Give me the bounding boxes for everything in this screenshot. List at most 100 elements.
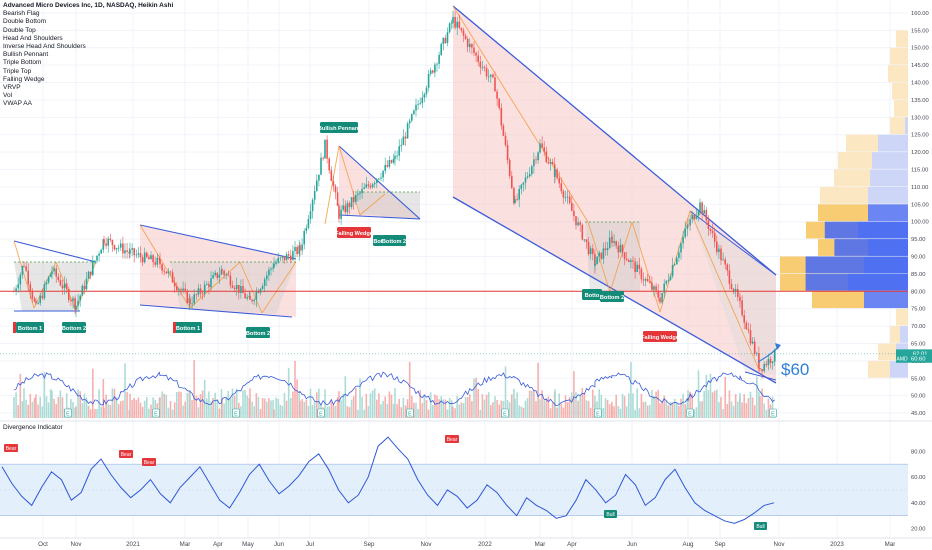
indicator-bullish-pennant[interactable]: Bullish Pennant (3, 51, 49, 59)
volume-bar (462, 403, 465, 418)
volume-bar (39, 396, 41, 418)
candle-body (558, 178, 560, 184)
bear-divergence-marker[interactable] (445, 435, 459, 443)
indicator-triple-top[interactable]: Triple Top (3, 67, 32, 75)
pattern-leg (338, 145, 361, 216)
pattern-label-box[interactable] (600, 291, 624, 302)
candle-body (221, 269, 223, 271)
candle-body (475, 52, 477, 56)
price-axis-label: 105.00 (911, 202, 929, 208)
earnings-marker[interactable] (594, 408, 602, 418)
candle-body (330, 170, 333, 182)
bull-divergence-marker[interactable] (754, 522, 767, 530)
earnings-marker[interactable] (317, 408, 325, 418)
vrvp-bar-up (868, 204, 908, 222)
volume-bar (483, 399, 486, 418)
candle-body (621, 244, 624, 253)
candle-body (619, 244, 622, 253)
earnings-marker-label: E (503, 412, 507, 418)
candle-body (75, 305, 77, 310)
volume-bar (460, 402, 463, 418)
price-axis-label: 70.00 (911, 324, 926, 330)
candle-body (678, 252, 680, 258)
volume-bar (334, 405, 337, 418)
bear-divergence-marker[interactable] (4, 444, 18, 452)
indicator-bearish-flag[interactable]: Bearish Flag (3, 10, 40, 18)
volume-bar (212, 397, 214, 418)
oscillator-line[interactable] (1, 436, 775, 524)
candle-body (332, 181, 335, 187)
earnings-marker[interactable] (769, 408, 777, 418)
indicator-head-and-shoulders[interactable]: Head And Shoulders (3, 34, 63, 42)
candle-body (730, 283, 733, 289)
volume-bar (562, 407, 565, 418)
candle-body (707, 220, 710, 229)
volume-bar (221, 397, 223, 418)
indicator-triple-bottom[interactable]: Triple Bottom (3, 59, 42, 67)
volume-bar (709, 373, 712, 418)
volume-bar (283, 392, 286, 418)
time-axis-label: Apr (213, 541, 223, 548)
pattern-label-box[interactable] (382, 235, 406, 246)
indicator-vwap-aa[interactable]: VWAP AA (3, 100, 32, 108)
trendline (689, 210, 777, 276)
earnings-marker[interactable] (64, 408, 72, 418)
pattern-label-box[interactable] (174, 322, 202, 333)
candle-body (659, 297, 661, 303)
trendline (744, 371, 777, 381)
candle-body (724, 259, 726, 265)
candle-body (21, 266, 24, 275)
indicator-vrvp[interactable]: VRVP (3, 84, 21, 92)
candle-body (57, 276, 60, 281)
pattern-label: Bottom 2 (62, 326, 86, 332)
volume-bar (35, 394, 37, 418)
candle-body (516, 199, 518, 200)
volume-bar (290, 398, 292, 418)
volume-bar (111, 388, 114, 418)
pattern-label-box[interactable] (337, 227, 371, 238)
pattern-label-box[interactable] (320, 122, 358, 133)
vrvp-bar-up (870, 169, 908, 187)
bear-divergence-marker[interactable] (142, 458, 156, 466)
pattern-label-box[interactable] (16, 322, 44, 333)
candle-body (59, 280, 62, 286)
candle-body (747, 329, 750, 331)
volume-bar (577, 400, 579, 418)
indicator-inverse-head-and-shoulders[interactable]: Inverse Head And Shoulders (3, 43, 86, 51)
vrvp-bar-up (900, 326, 908, 343)
indicator-vol[interactable]: Vol (3, 92, 13, 100)
bear-divergence-marker[interactable] (119, 450, 133, 458)
vrvp-bar-value-area (805, 273, 908, 291)
bull-divergence-marker[interactable] (604, 510, 617, 518)
earnings-marker[interactable] (152, 408, 160, 418)
indicator-falling-wedge[interactable]: Falling Wedge (3, 75, 45, 83)
volume-bar (173, 402, 176, 418)
pattern-label-box[interactable] (582, 289, 602, 300)
indicator-double-bottom[interactable]: Double Bottom (3, 18, 46, 26)
indicator-double-top[interactable]: Double Top (3, 26, 36, 34)
earnings-marker[interactable] (686, 408, 694, 418)
candle-body (178, 289, 180, 291)
pattern-label-box[interactable] (643, 331, 677, 342)
volume-bar (500, 400, 503, 418)
earnings-marker[interactable] (232, 408, 240, 418)
candle-body (661, 292, 663, 303)
candle-body (500, 108, 503, 126)
volume-bar (429, 392, 432, 418)
pattern-label-box[interactable] (373, 235, 383, 246)
earnings-marker[interactable] (406, 408, 414, 418)
candle-body (471, 44, 473, 48)
volume-bar (477, 389, 479, 418)
candle-body (421, 97, 424, 104)
candle-body (644, 279, 647, 281)
candle-body (89, 271, 92, 276)
price-axis-label: 160.00 (911, 11, 929, 17)
candle-body (83, 285, 86, 290)
pattern-label-box[interactable] (62, 322, 86, 333)
candle-body (23, 266, 25, 267)
earnings-marker[interactable] (501, 408, 509, 418)
volume-bar (739, 392, 741, 418)
candle-body (623, 252, 626, 260)
pattern-label-box[interactable] (246, 327, 270, 338)
